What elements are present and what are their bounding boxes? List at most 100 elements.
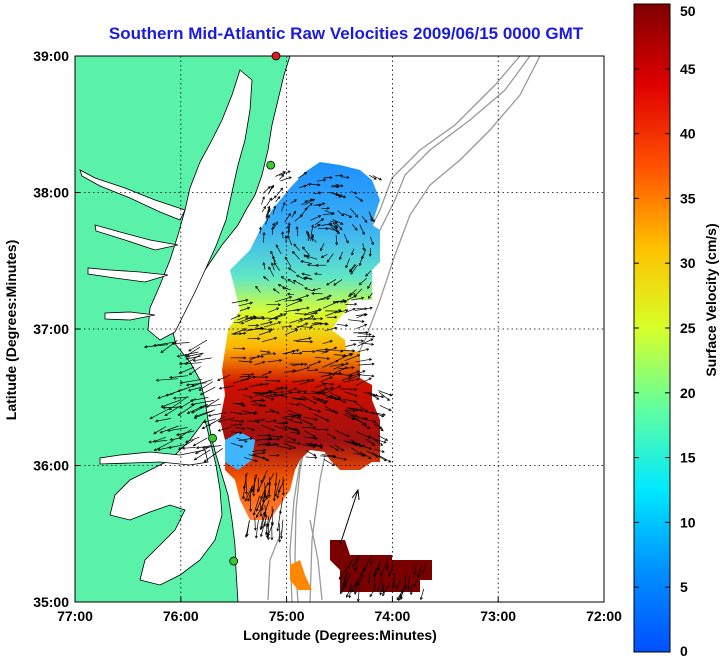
velocity-vector	[279, 174, 285, 180]
velocity-vector	[369, 556, 373, 566]
velocity-vector	[284, 212, 291, 223]
velocity-vector	[301, 272, 311, 276]
velocity-vector	[406, 575, 411, 591]
velocity-vector	[255, 285, 261, 293]
velocity-vector	[271, 262, 275, 271]
chesapeake-bay	[79, 69, 253, 341]
velocity-vector	[331, 185, 340, 189]
velocity-vector	[353, 370, 366, 376]
velocity-vector	[340, 175, 350, 179]
velocity-vector	[273, 221, 278, 229]
velocity-vector	[280, 176, 292, 182]
velocity-vector	[278, 445, 293, 450]
velocity-vector	[376, 577, 383, 592]
velocity-vector	[283, 443, 297, 449]
velocity-vector	[367, 282, 372, 290]
y-tick-label: 35:00	[33, 594, 69, 610]
velocity-vector	[253, 517, 257, 531]
velocity-vector	[417, 565, 423, 578]
velocity-vector	[188, 366, 201, 376]
velocity-vector	[324, 405, 336, 413]
colorbar-tick-label: 15	[680, 450, 696, 466]
velocity-vector	[253, 399, 266, 403]
velocity-vector	[320, 253, 328, 258]
velocity-vector	[266, 197, 272, 206]
velocity-vector	[292, 421, 303, 425]
velocity-vector	[247, 337, 261, 341]
velocity-vector	[264, 516, 270, 536]
velocity-vector	[357, 338, 374, 347]
velocity-vector	[409, 585, 413, 596]
velocity-vector	[346, 407, 360, 412]
y-axis-ticks: 39:00 38:00 37:00 36:00 35:00	[33, 48, 80, 610]
velocity-vector	[259, 442, 277, 446]
velocity-vector	[292, 294, 310, 302]
velocity-vector	[310, 224, 315, 236]
velocity-vector	[329, 363, 345, 367]
station-marker	[266, 160, 276, 170]
velocity-vector	[291, 366, 310, 373]
velocity-vector	[239, 306, 251, 312]
velocity-vector	[267, 307, 280, 313]
velocity-vector	[261, 336, 278, 343]
velocity-vector	[373, 448, 385, 453]
velocity-vector	[322, 339, 333, 345]
velocity-vector	[247, 420, 261, 424]
velocity-vector	[337, 353, 353, 361]
velocity-vector	[238, 360, 253, 364]
velocity-vector	[187, 387, 202, 392]
velocity-field-orange-patch	[290, 560, 312, 590]
velocity-vector	[296, 340, 314, 344]
velocity-vector	[320, 372, 336, 377]
velocity-vector	[335, 183, 344, 188]
velocity-vector	[338, 567, 348, 580]
velocity-vector	[184, 352, 204, 365]
velocity-vector	[306, 230, 312, 242]
velocity-vector	[326, 279, 337, 286]
velocity-vector	[305, 443, 319, 447]
velocity-vector	[205, 398, 220, 408]
velocity-vector	[203, 448, 223, 463]
velocity-vector	[255, 496, 263, 512]
velocity-vector	[255, 437, 273, 441]
velocity-vector	[281, 417, 294, 422]
velocity-field-south-patch	[330, 540, 432, 592]
velocity-vector	[251, 404, 263, 408]
velocity-vector	[353, 331, 369, 335]
velocity-vector	[284, 256, 292, 268]
long-vector-arrow	[339, 488, 360, 546]
velocity-vector	[290, 431, 301, 435]
velocity-vector	[293, 322, 309, 330]
velocity-vector	[281, 476, 285, 496]
velocity-vector	[279, 519, 284, 540]
velocity-vector	[308, 360, 322, 367]
velocity-vector	[375, 412, 386, 417]
velocity-vector	[330, 226, 340, 234]
velocity-vector	[344, 409, 357, 413]
velocity-vector	[277, 393, 289, 399]
velocity-vector	[202, 418, 217, 424]
velocity-vector	[181, 446, 196, 450]
velocity-vector	[395, 579, 401, 590]
velocity-vector	[250, 355, 261, 361]
velocity-vector	[258, 330, 272, 336]
velocity-vector	[292, 279, 304, 287]
velocity-vector	[313, 223, 321, 229]
velocity-vector	[241, 372, 255, 376]
velocity-vector	[260, 320, 273, 325]
velocity-vector	[301, 350, 316, 354]
velocity-vector	[284, 298, 302, 302]
velocity-vector	[160, 340, 178, 354]
velocity-vector	[355, 574, 362, 586]
velocity-vector	[262, 261, 266, 270]
velocity-vector	[272, 313, 287, 320]
velocity-vector	[360, 451, 372, 459]
velocity-vector	[315, 356, 331, 361]
velocity-vector	[341, 574, 347, 590]
velocity-vector	[230, 419, 245, 423]
station-marker	[271, 51, 281, 61]
velocity-vector	[304, 317, 324, 321]
velocity-vector	[334, 308, 349, 314]
velocity-vector	[347, 319, 365, 323]
colorbar-tick-label: 35	[680, 190, 696, 206]
